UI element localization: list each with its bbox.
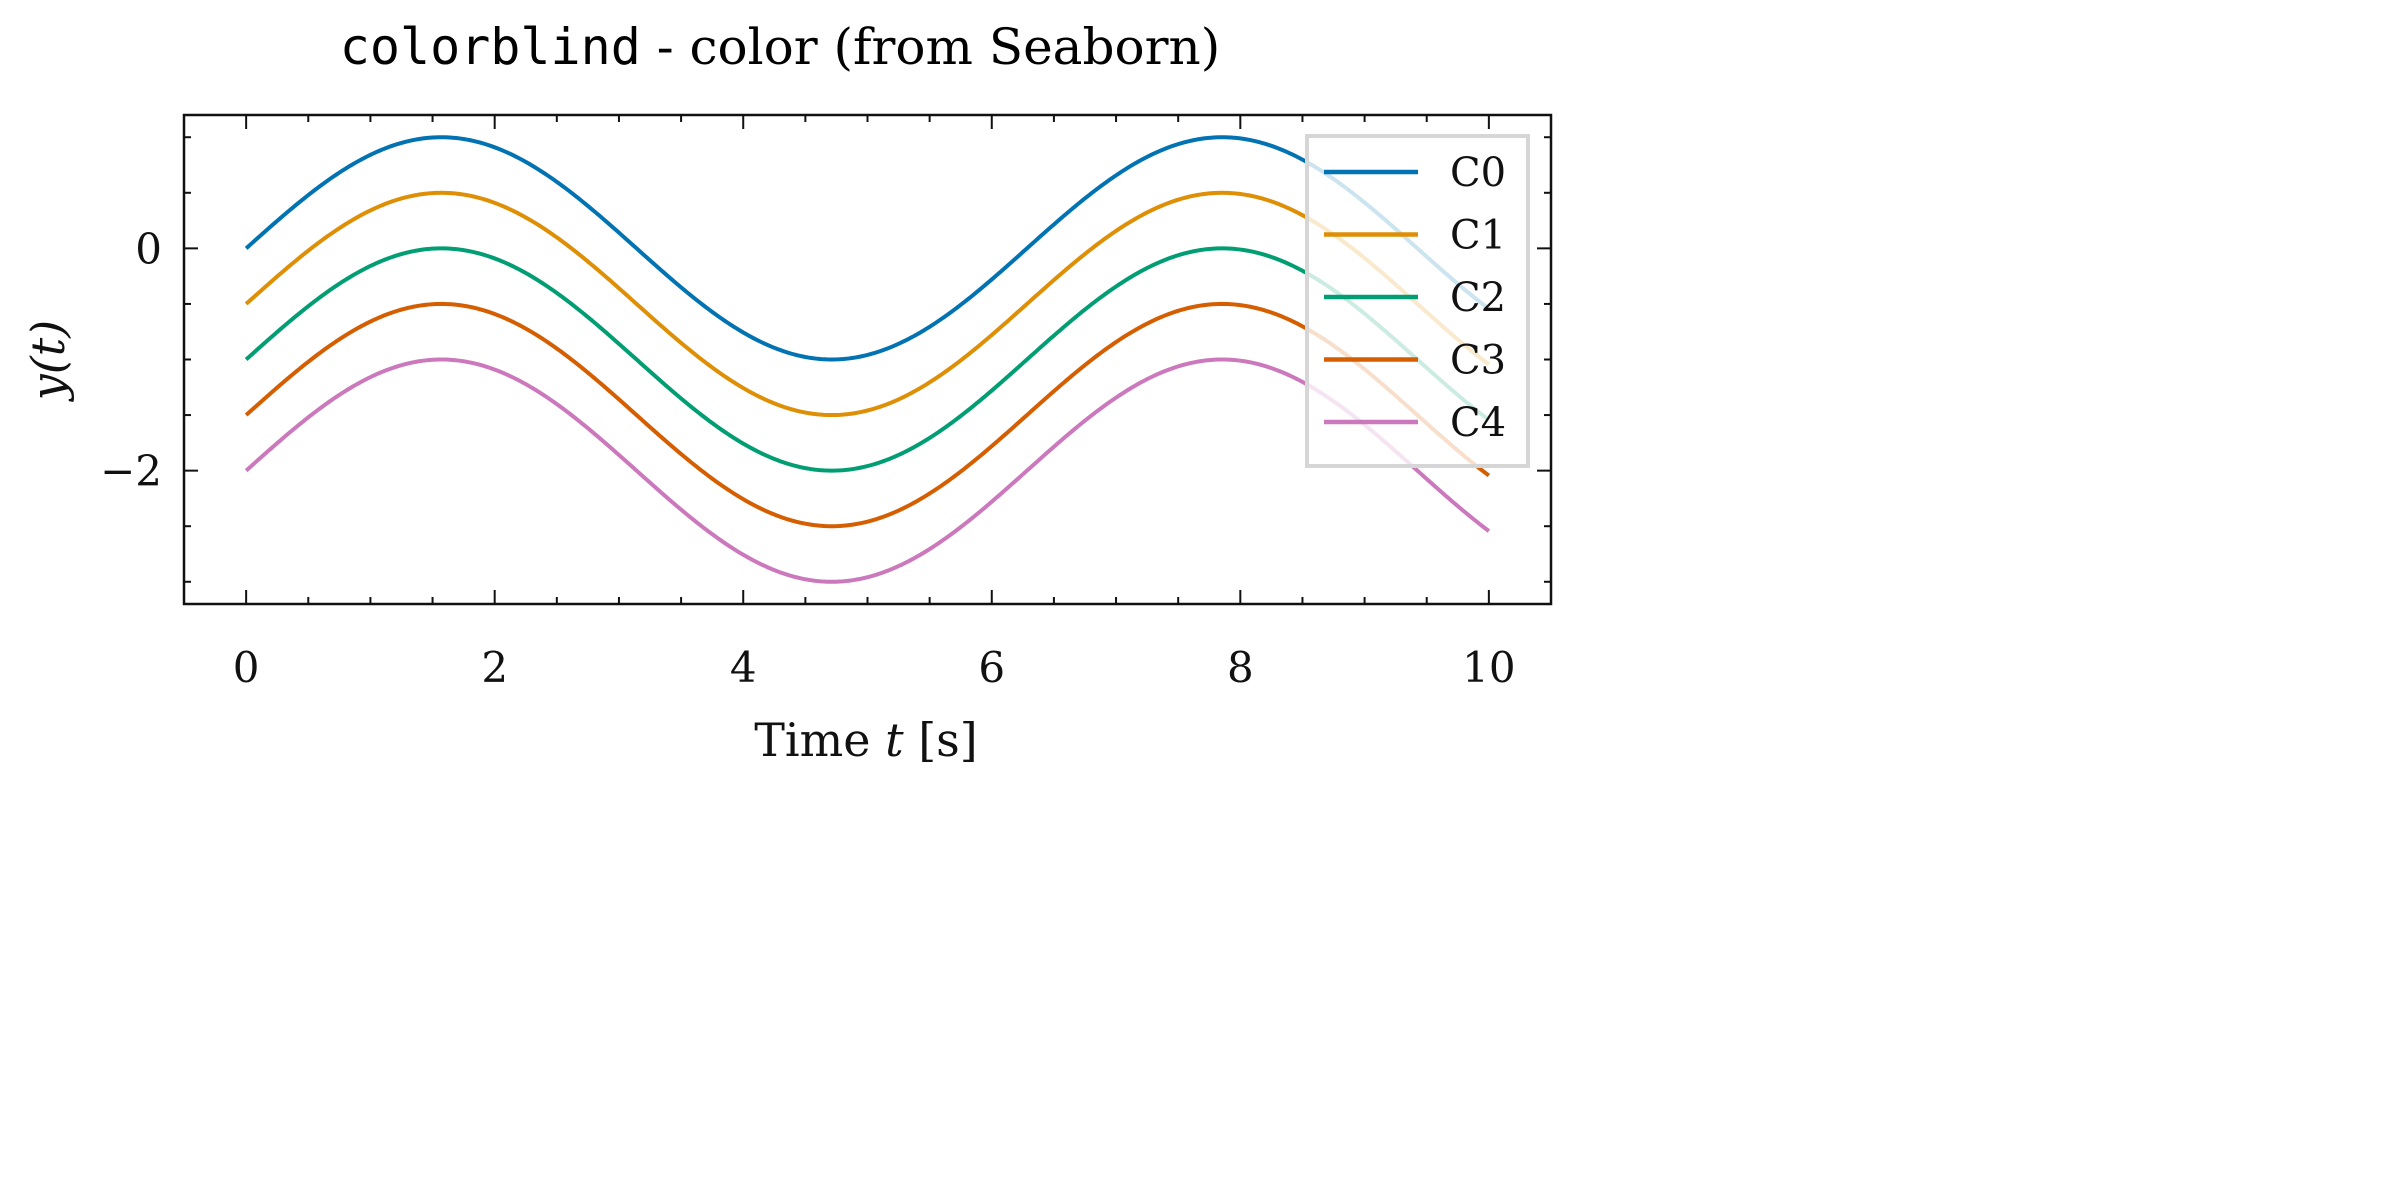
chart-title-code: colorblind — [340, 18, 641, 76]
legend-label-c2: C2 — [1450, 275, 1506, 321]
legend-label-c1: C1 — [1450, 213, 1506, 259]
legend-label-c4: C4 — [1450, 400, 1506, 446]
series-line-c4 — [244, 357, 1491, 584]
legend-items: C0 C1 C2 C3 C4 — [1324, 150, 1506, 446]
y-axis-label: y(t) — [21, 320, 75, 402]
chart-title-rest: - color (from Seaborn) — [641, 18, 1220, 76]
x-axis-label-main: Time — [754, 713, 885, 767]
legend: C0 C1 C2 C3 C4 — [1305, 134, 1530, 468]
y-tick-label: −2 — [100, 447, 162, 496]
series-line-c0 — [244, 135, 1491, 362]
series-line-c1 — [244, 190, 1491, 418]
x-tick-label: 8 — [1227, 643, 1254, 692]
series-line-c2 — [244, 246, 1491, 473]
x-axis-label: Time t [s] — [754, 713, 977, 767]
x-tick-label: 4 — [730, 643, 757, 692]
series-group — [244, 135, 1491, 584]
legend-label-c0: C0 — [1450, 150, 1506, 196]
x-tick-label: 0 — [233, 643, 260, 692]
chart-title: colorblind - color (from Seaborn) — [340, 18, 1220, 76]
series-line-c3 — [244, 301, 1491, 529]
x-axis-label-var: t — [885, 713, 904, 767]
ticks-group: 0 2 4 6 8 10 0 −2 — [100, 115, 1552, 692]
x-tick-label: 6 — [978, 643, 1005, 692]
x-tick-label: 2 — [481, 643, 508, 692]
legend-label-c3: C3 — [1450, 338, 1506, 384]
legend-frame — [1305, 134, 1530, 468]
y-tick-label: 0 — [135, 224, 162, 273]
x-tick-label: 10 — [1462, 643, 1515, 692]
chart: colorblind - color (from Seaborn) 0 2 4 6 8 1… — [21, 18, 1553, 767]
x-axis-label-unit: [s] — [904, 713, 978, 767]
